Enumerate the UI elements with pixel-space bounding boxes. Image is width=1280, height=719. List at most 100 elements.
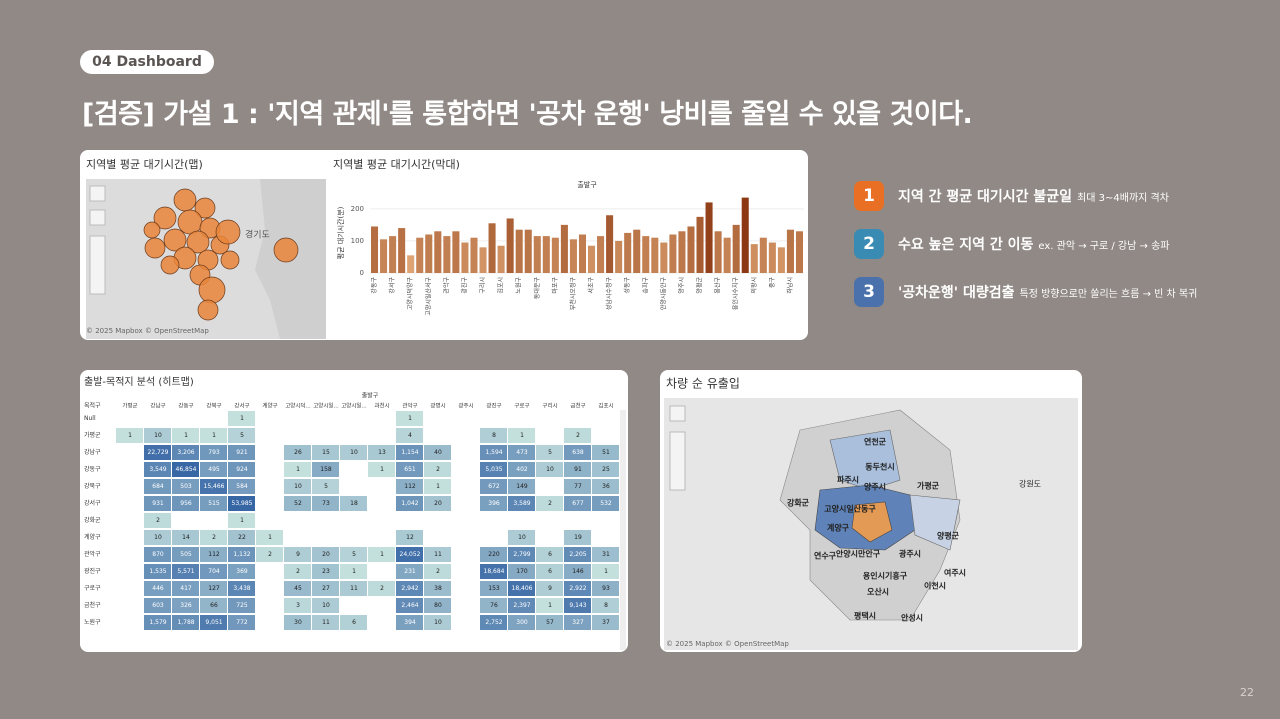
cell-value: 14 bbox=[182, 534, 190, 541]
cell-value: 1,788 bbox=[177, 619, 194, 626]
heat-cell bbox=[508, 598, 535, 613]
cell-value: 2 bbox=[212, 534, 216, 541]
heat-cell bbox=[172, 445, 199, 460]
insight-number: 2 bbox=[854, 229, 884, 259]
x-tick-label: 김포시 bbox=[498, 277, 505, 294]
cell-value: 10 bbox=[294, 483, 302, 490]
cell-value: 1 bbox=[296, 466, 300, 473]
cell-value: 18,684 bbox=[484, 568, 505, 575]
map-controls[interactable] bbox=[89, 185, 106, 295]
cell-value: 37 bbox=[602, 619, 610, 626]
search-btn[interactable] bbox=[89, 185, 106, 202]
cell-value: 1 bbox=[240, 517, 244, 524]
heat-cell bbox=[144, 547, 171, 562]
layer-btn[interactable] bbox=[89, 209, 106, 226]
heat-cell bbox=[200, 564, 227, 579]
map-label: 가평군 bbox=[917, 481, 940, 491]
insight: 2 수요 높은 지역 간 이동 ex. 관악 → 구로 / 강남 → 송파 bbox=[854, 229, 1169, 259]
card-heatmap: 출발-목적지 분석 (히트맵) 출발구 목적구 가평군 강남구 강동구 강북구 강서구 계… bbox=[80, 370, 628, 652]
insight-number: 1 bbox=[854, 181, 884, 211]
map-label: 안양시만안구 bbox=[836, 549, 881, 559]
zoom-btns[interactable] bbox=[669, 431, 686, 491]
cell-value: 1 bbox=[268, 534, 272, 541]
cell-value: 2 bbox=[436, 466, 440, 473]
map-label: 여주시 bbox=[944, 568, 966, 578]
cell-value: 1,154 bbox=[401, 449, 418, 456]
map-label: 이천시 bbox=[924, 581, 946, 591]
cell-value: 1 bbox=[380, 466, 384, 473]
cell-value: 24,052 bbox=[400, 551, 421, 558]
cell-value: 2,942 bbox=[401, 585, 418, 592]
cell-value: 20 bbox=[322, 551, 330, 558]
heat-cell bbox=[284, 547, 311, 562]
cell-value: 1,535 bbox=[149, 568, 166, 575]
bar bbox=[633, 229, 641, 273]
cell-value: 2 bbox=[576, 432, 580, 439]
heat-cell bbox=[340, 496, 367, 511]
cell-value: 10 bbox=[350, 449, 358, 456]
cell-value: 158 bbox=[320, 466, 332, 473]
cell-value: 651 bbox=[404, 466, 416, 473]
heat-cell bbox=[424, 598, 451, 613]
heat-cell bbox=[508, 462, 535, 477]
x-tick-label: 강동구 bbox=[370, 277, 378, 294]
map-label: 강화군 bbox=[787, 498, 810, 508]
search-btn[interactable] bbox=[669, 405, 686, 422]
row-header: 강동구 bbox=[84, 465, 101, 473]
heat-cell bbox=[144, 598, 171, 613]
heat-cell bbox=[592, 547, 619, 562]
bar bbox=[660, 242, 668, 273]
cell-value: 5,571 bbox=[177, 568, 194, 575]
bar bbox=[371, 226, 379, 273]
col-title: 출발구 bbox=[362, 392, 379, 400]
heat-cell bbox=[424, 479, 451, 494]
heat-cell bbox=[144, 513, 171, 528]
insight-note: 최대 3~4배까지 격차 bbox=[1077, 192, 1169, 204]
card-wait: 지역별 평균 대기시간(맵) 경기도 © 2025 Mapbox © OpenS… bbox=[80, 150, 808, 340]
cell-value: 5 bbox=[324, 483, 328, 490]
map-controls[interactable] bbox=[669, 405, 686, 491]
bar bbox=[696, 216, 704, 273]
bar bbox=[416, 237, 424, 273]
heat-cell bbox=[172, 615, 199, 630]
heat-cell bbox=[312, 547, 339, 562]
heat-cell bbox=[536, 462, 563, 477]
bar bbox=[624, 232, 632, 273]
heat-cell bbox=[592, 479, 619, 494]
cell-value: 5 bbox=[352, 551, 356, 558]
heat-cell bbox=[396, 581, 423, 596]
cell-value: 57 bbox=[546, 619, 554, 626]
cell-value: 2 bbox=[548, 500, 552, 507]
cell-value: 603 bbox=[152, 602, 164, 609]
scrollbar[interactable] bbox=[620, 410, 626, 650]
x-tick-label: 안양시동안구 bbox=[659, 277, 667, 311]
col-header: 고양시일... bbox=[341, 402, 367, 410]
map-bubbles bbox=[143, 188, 299, 321]
heat-cell bbox=[536, 547, 563, 562]
col-header: 구리시 bbox=[542, 402, 557, 410]
x-tick-label: 송파구 bbox=[641, 277, 649, 294]
cell-value: 2 bbox=[156, 517, 160, 524]
heat-cell bbox=[340, 564, 367, 579]
cell-value: 1,594 bbox=[485, 449, 502, 456]
insight-title: '공차운행' 대량검출 bbox=[898, 285, 1015, 301]
x-tick-label: 하남시 bbox=[786, 277, 794, 294]
col-header: 광주시 bbox=[458, 403, 473, 410]
cell-value: 515 bbox=[208, 500, 220, 507]
map-label: 오산시 bbox=[867, 587, 889, 597]
bar bbox=[588, 245, 596, 273]
heat-cell bbox=[172, 581, 199, 596]
insight-note: ex. 관악 → 구로 / 강남 → 송파 bbox=[1038, 240, 1170, 252]
cell-value: 8 bbox=[492, 432, 496, 439]
cell-value: 153 bbox=[488, 585, 500, 592]
cell-value: 5 bbox=[240, 432, 244, 439]
x-tick-label: 동대문구 bbox=[533, 277, 541, 300]
heat-cell bbox=[144, 496, 171, 511]
zoom-btns[interactable] bbox=[89, 235, 106, 295]
cell-value: 9,051 bbox=[205, 619, 222, 626]
heat-cell bbox=[312, 479, 339, 494]
heat-cell bbox=[368, 547, 395, 562]
cell-value: 369 bbox=[236, 568, 248, 575]
cell-value: 921 bbox=[236, 449, 248, 456]
